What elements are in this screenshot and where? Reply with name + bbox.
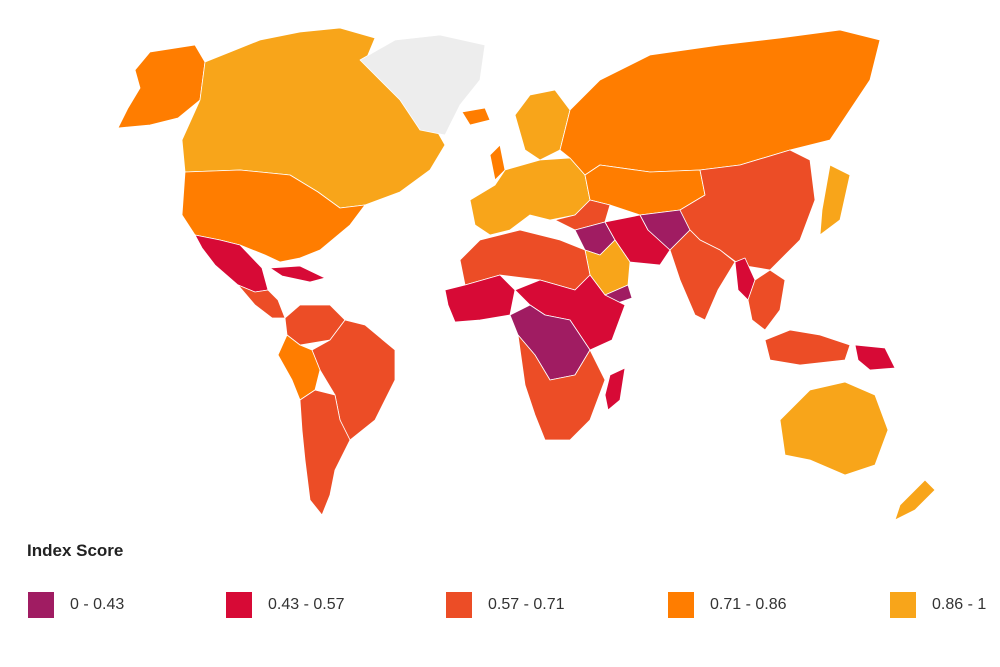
legend-label: 0.71 - 0.86 — [710, 596, 787, 613]
legend-label: 0.43 - 0.57 — [268, 596, 345, 613]
new-zealand[interactable] — [894, 479, 936, 521]
southern-africa[interactable] — [517, 334, 606, 441]
legend-label: 0.86 - 1 — [932, 596, 987, 613]
russia[interactable] — [559, 29, 881, 176]
legend: 0 - 0.43 0.43 - 0.57 0.57 - 0.71 0.71 - … — [0, 590, 1000, 620]
madagascar[interactable] — [604, 367, 626, 411]
legend-swatch — [668, 592, 694, 618]
japan[interactable] — [819, 164, 851, 236]
papua-new-guinea[interactable] — [854, 344, 896, 371]
india[interactable] — [669, 229, 736, 321]
southeast-asia[interactable] — [747, 269, 786, 331]
legend-label: 0 - 0.43 — [70, 596, 125, 613]
west-africa[interactable] — [444, 274, 516, 323]
world-map — [117, 27, 936, 521]
greenland[interactable] — [359, 34, 486, 136]
andean-west[interactable] — [277, 334, 321, 401]
legend-item: 0 - 0.43 — [28, 590, 124, 620]
alaska[interactable] — [117, 44, 206, 129]
legend-swatch — [28, 592, 54, 618]
central-america[interactable] — [237, 284, 286, 319]
caribbean[interactable] — [269, 265, 326, 283]
legend-item: 0.43 - 0.57 — [226, 590, 345, 620]
legend-title: Index Score — [27, 541, 124, 560]
southern-cone[interactable] — [299, 389, 351, 516]
legend-swatch — [890, 592, 916, 618]
iceland[interactable] — [461, 107, 491, 126]
indonesia[interactable] — [764, 329, 851, 366]
legend-item: 0.86 - 1 — [890, 590, 986, 620]
australia[interactable] — [779, 381, 889, 476]
legend-label: 0.57 - 0.71 — [488, 596, 565, 613]
legend-swatch — [226, 592, 252, 618]
legend-item: 0.57 - 0.71 — [446, 590, 565, 620]
legend-item: 0.71 - 0.86 — [668, 590, 787, 620]
legend-swatch — [446, 592, 472, 618]
